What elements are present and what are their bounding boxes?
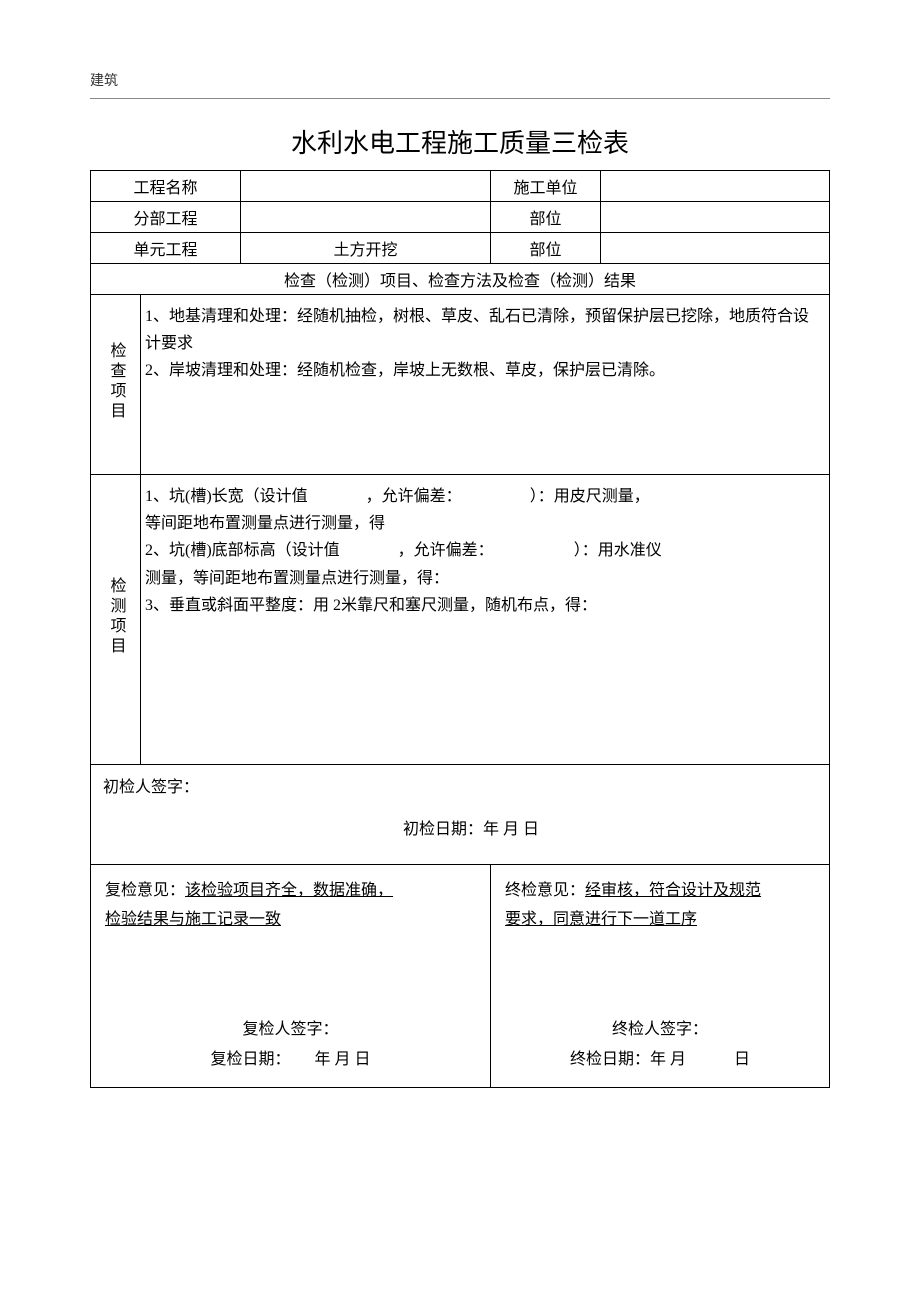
detect-line3b: ，允许偏差： xyxy=(398,542,494,559)
value-project-name xyxy=(241,171,491,202)
header-row-3: 单元工程 土方开挖 部位 xyxy=(91,233,830,264)
review-opinion-u2: 检验结果与施工记录一致 xyxy=(105,911,281,928)
detect-content: 1、坑(槽)长宽（设计值 ，允许偏差： ）：用皮尺测量， 等间距地布置测量点进行… xyxy=(141,475,830,765)
final-date-label: 终检日期：年 月 日 xyxy=(505,1045,815,1075)
label-sub-project: 分部工程 xyxy=(91,202,241,233)
label-position-2: 部位 xyxy=(491,233,601,264)
header-divider xyxy=(90,98,830,99)
label-position-1: 部位 xyxy=(491,202,601,233)
initial-date-label: 初检日期：年 月 日 xyxy=(103,815,817,839)
detect-line4: 测量，等间距地布置测量点进行测量，得： xyxy=(145,570,449,587)
final-sign-block: 终检人签字： 终检日期：年 月 日 xyxy=(505,1015,815,1076)
value-position-1 xyxy=(601,202,830,233)
review-sign-block: 复检人签字： 复检日期： 年 月 日 xyxy=(105,1015,476,1076)
value-construction-unit xyxy=(601,171,830,202)
initial-check-row: 初检人签字： 初检日期：年 月 日 xyxy=(91,765,830,865)
detect-label: 检测项目 xyxy=(104,577,128,657)
label-construction-unit: 施工单位 xyxy=(491,171,601,202)
section-header: 检查（检测）项目、检查方法及检查（检测）结果 xyxy=(91,264,830,295)
review-sign-label: 复检人签字： xyxy=(105,1015,476,1045)
initial-check-cell: 初检人签字： 初检日期：年 月 日 xyxy=(91,765,830,865)
detect-line2: 等间距地布置测量点进行测量，得 xyxy=(145,515,385,532)
detect-line3a: 2、坑(槽)底部标高（设计值 xyxy=(145,542,340,559)
label-unit-project: 单元工程 xyxy=(91,233,241,264)
section-header-row: 检查（检测）项目、检查方法及检查（检测）结果 xyxy=(91,264,830,295)
detect-label-cell: 检测项目 xyxy=(91,475,141,765)
initial-sign-label: 初检人签字： xyxy=(103,773,817,797)
review-date-label: 复检日期： 年 月 日 xyxy=(105,1045,476,1075)
value-sub-project xyxy=(241,202,491,233)
detect-line1b: ，允许偏差： xyxy=(366,488,462,505)
inspection-table: 工程名称 施工单位 分部工程 部位 单元工程 土方开挖 部位 检查（检测）项目、… xyxy=(90,170,830,1088)
detect-row: 检测项目 1、坑(槽)长宽（设计值 ，允许偏差： ）：用皮尺测量， 等间距地布置… xyxy=(91,475,830,765)
final-sign-label: 终检人签字： xyxy=(505,1015,815,1045)
check-label: 检查项目 xyxy=(104,342,128,422)
header-row-1: 工程名称 施工单位 xyxy=(91,171,830,202)
final-cell: 终检意见：经审核，符合设计及规范要求，同意进行下一道工序 终检人签字： 终检日期… xyxy=(491,865,830,1088)
header-row-2: 分部工程 部位 xyxy=(91,202,830,233)
review-cell: 复检意见：该检验项目齐全，数据准确， 检验结果与施工记录一致 复检人签字： 复检日… xyxy=(91,865,491,1088)
review-final-row: 复检意见：该检验项目齐全，数据准确， 检验结果与施工记录一致 复检人签字： 复检日… xyxy=(91,865,830,1088)
detect-line1c: ）：用皮尺测量， xyxy=(530,488,650,505)
final-opinion-prefix: 终检意见： xyxy=(505,882,585,899)
value-position-2 xyxy=(601,233,830,264)
detect-line5: 3、垂直或斜面平整度：用 2米靠尺和塞尺测量，随机布点，得： xyxy=(145,597,597,614)
final-opinion-u2: 要求，同意进行下一道工序 xyxy=(505,911,697,928)
review-opinion-prefix: 复检意见： xyxy=(105,882,185,899)
check-content: 1、地基清理和处理：经随机抽检，树根、草皮、乱石已清除，预留保护层已挖除，地质符… xyxy=(141,295,830,475)
final-opinion: 终检意见：经审核，符合设计及规范要求，同意进行下一道工序 xyxy=(505,877,815,935)
check-label-cell: 检查项目 xyxy=(91,295,141,475)
review-opinion-u1: 该检验项目齐全，数据准确， xyxy=(185,882,393,899)
detect-line1a: 1、坑(槽)长宽（设计值 xyxy=(145,488,308,505)
review-opinion: 复检意见：该检验项目齐全，数据准确， 检验结果与施工记录一致 xyxy=(105,877,476,935)
detect-line3c: ）：用水准仪 xyxy=(574,542,662,559)
document-title: 水利水电工程施工质量三检表 xyxy=(90,123,830,160)
value-unit-project: 土方开挖 xyxy=(241,233,491,264)
label-project-name: 工程名称 xyxy=(91,171,241,202)
final-opinion-u1: 经审核，符合设计及规范 xyxy=(585,882,761,899)
page-category: 建筑 xyxy=(90,70,830,90)
check-row: 检查项目 1、地基清理和处理：经随机抽检，树根、草皮、乱石已清除，预留保护层已挖… xyxy=(91,295,830,475)
